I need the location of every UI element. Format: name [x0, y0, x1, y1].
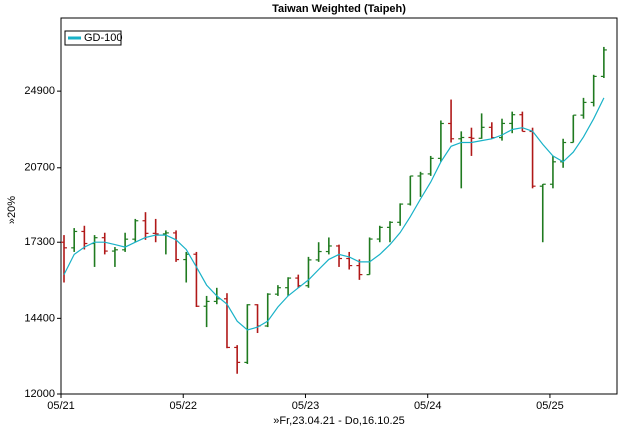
y-axis-title: »20% [6, 196, 18, 224]
x-axis-title: »Fr,23.04.21 - Do,16.10.25 [273, 415, 404, 427]
y-tick-label: 24900 [24, 85, 55, 97]
x-tick-label: 05/23 [292, 400, 320, 412]
y-tick-label: 12000 [24, 388, 55, 400]
legend-label: GD-100 [84, 32, 123, 44]
moving-average-line [63, 97, 605, 331]
chart-title: Taiwan Weighted (Taipeh) [272, 3, 406, 15]
legend-box [64, 30, 122, 46]
x-tick-label: 05/22 [169, 400, 197, 412]
plot-frame [60, 17, 618, 395]
x-tick-label: 05/25 [536, 400, 564, 412]
x-tick-label: 05/24 [414, 400, 442, 412]
x-tick-label: 05/21 [47, 400, 75, 412]
y-tick-label: 20700 [24, 162, 55, 174]
y-tick-label: 17300 [24, 236, 55, 248]
y-tick-label: 14400 [24, 312, 55, 324]
